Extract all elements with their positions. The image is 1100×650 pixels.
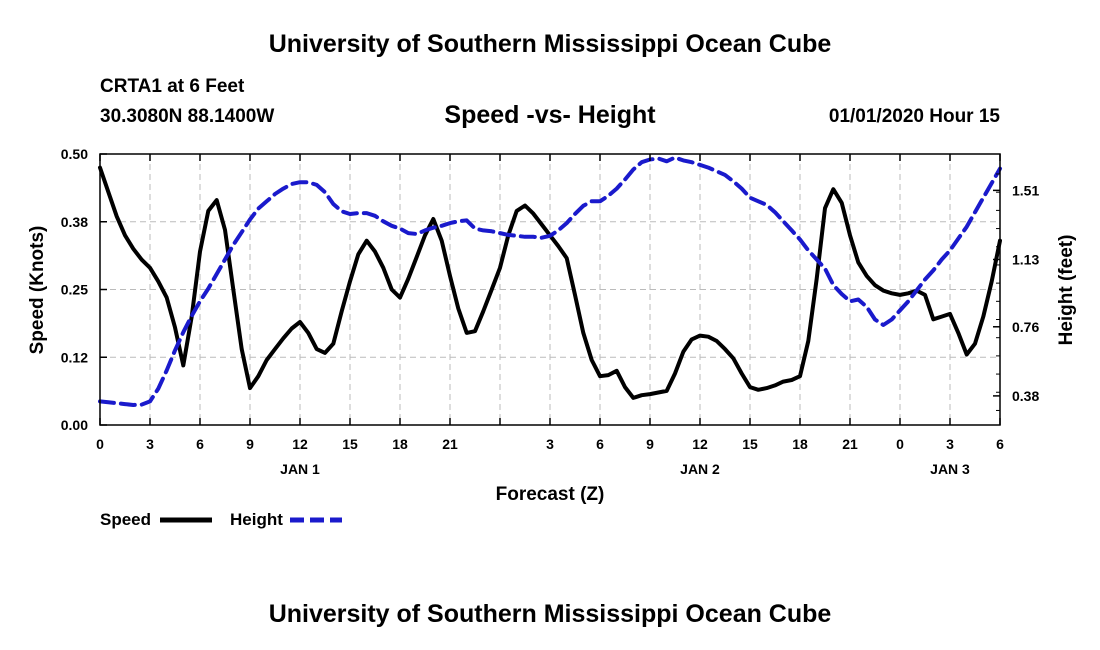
x-tick-label: 0 <box>96 436 104 452</box>
x-tick-label: 18 <box>792 436 808 452</box>
x-tick-label: 3 <box>546 436 554 452</box>
datetime-label: 01/01/2020 Hour 15 <box>828 106 1000 127</box>
date-label: JAN 1 <box>280 461 320 477</box>
x-tick-label: 0 <box>896 436 904 452</box>
ticks: 0 3 6 9 12 15 18 21 3 6 9 12 15 18 21 0 3 6 JAN 1 JAN 2 JAN … <box>61 146 1040 477</box>
x-tick-label: 18 <box>392 436 408 452</box>
coordinates-label: 30.3080N 88.1400W <box>100 106 275 127</box>
x-tick-label: 6 <box>196 436 204 452</box>
x-tick-label: 12 <box>292 436 308 452</box>
y2-tick-label: 1.13 <box>1012 251 1039 267</box>
x-tick-label: 6 <box>596 436 604 452</box>
x-tick-label: 21 <box>842 436 858 452</box>
x-tick-label: 3 <box>146 436 154 452</box>
height-series-line <box>98 155 1002 407</box>
station-label: CRTA1 at 6 Feet <box>100 76 245 97</box>
x-axis-title: Forecast (Z) <box>496 484 605 505</box>
y-tick-label: 0.25 <box>61 282 88 298</box>
x-tick-label: 12 <box>692 436 708 452</box>
legend: Speed Height <box>100 510 342 529</box>
y-tick-label: 0.50 <box>61 146 88 162</box>
y-tick-label: 0.12 <box>61 349 88 365</box>
chart-title: Speed -vs- Height <box>444 101 656 129</box>
x-tick-label: 6 <box>996 436 1004 452</box>
series-layer <box>98 155 1002 407</box>
y2-tick-label: 1.51 <box>1012 182 1039 198</box>
y-axis-title: Speed (Knots) <box>27 226 48 355</box>
y-tick-label: 0.38 <box>61 214 88 230</box>
legend-height-label: Height <box>230 510 283 529</box>
date-label: JAN 2 <box>680 461 720 477</box>
top-title: University of Southern Mississippi Ocean… <box>268 30 832 58</box>
y2-axis-title: Height (feet) <box>1056 235 1077 346</box>
x-tick-label: 9 <box>246 436 254 452</box>
x-tick-label: 15 <box>342 436 358 452</box>
legend-speed-label: Speed <box>100 510 151 529</box>
speed-series-line <box>98 165 1002 400</box>
x-tick-label: 21 <box>442 436 458 452</box>
x-tick-label: 9 <box>646 436 654 452</box>
bottom-title: University of Southern Mississippi Ocean… <box>268 600 832 628</box>
y2-tick-label: 0.38 <box>1012 388 1039 404</box>
x-tick-label: 15 <box>742 436 758 452</box>
y2-tick-label: 0.76 <box>1012 319 1039 335</box>
y-tick-label: 0.00 <box>61 417 88 433</box>
x-tick-label: 3 <box>946 436 954 452</box>
date-label: JAN 3 <box>930 461 970 477</box>
